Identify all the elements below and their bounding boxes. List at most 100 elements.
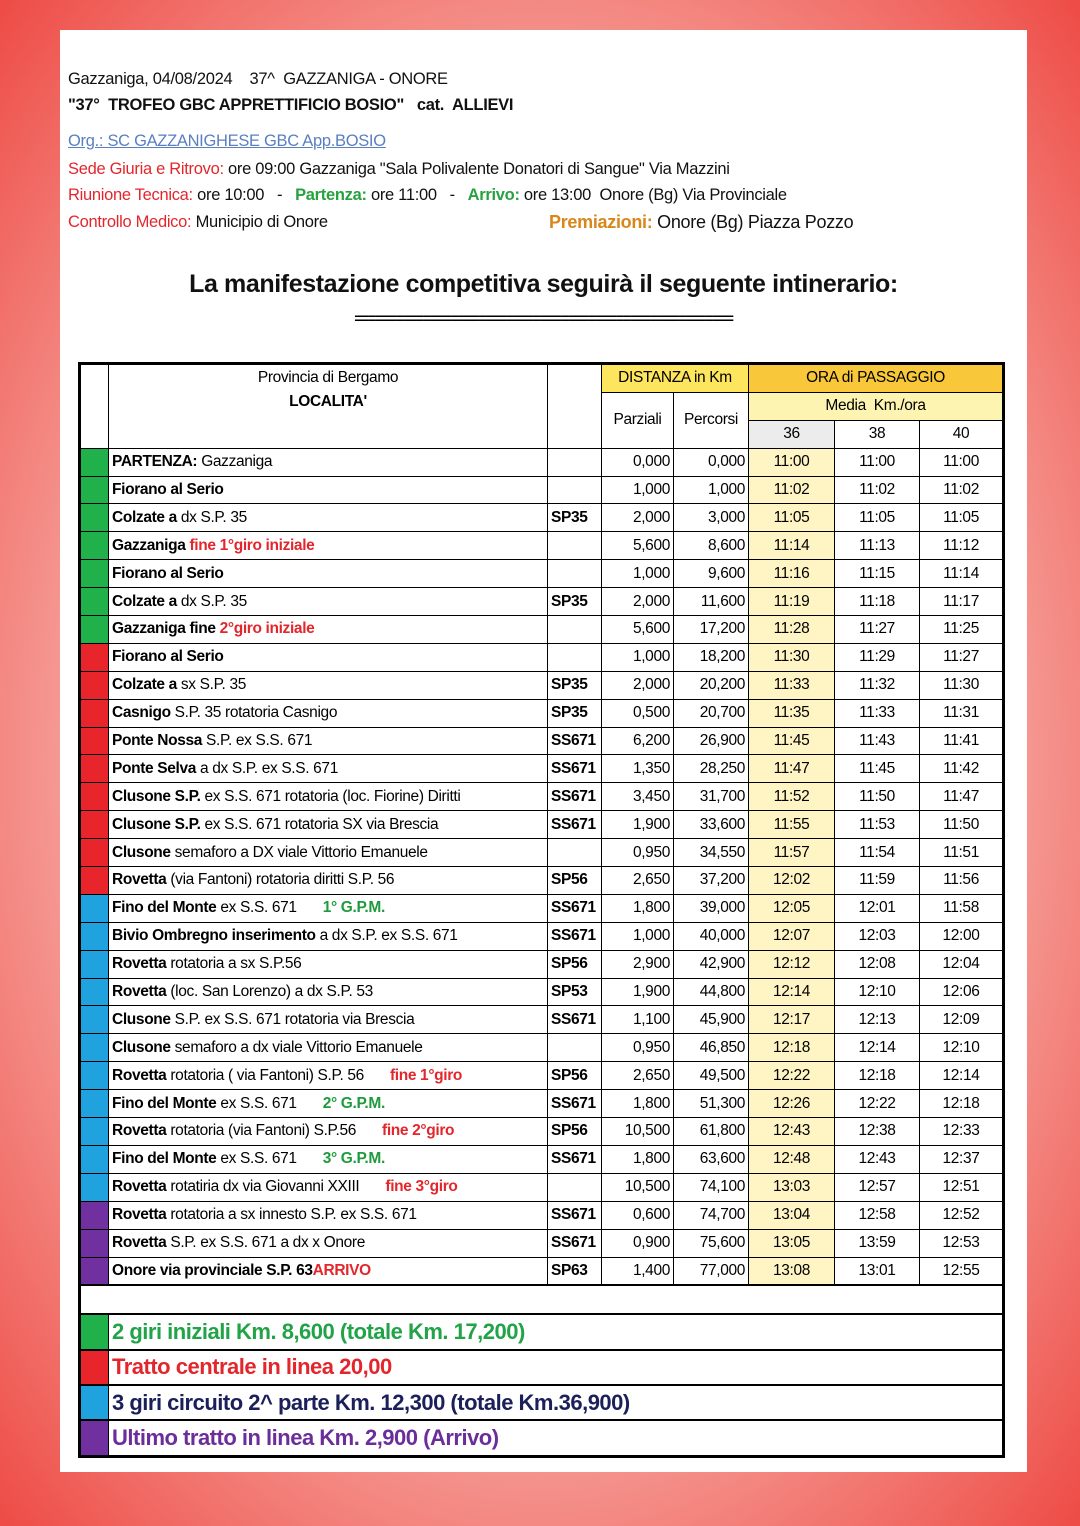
total-km: 17,200	[672, 615, 750, 644]
passage-time: 13:05	[748, 1228, 836, 1258]
place: Colzate a	[112, 508, 177, 526]
place: Rovetta	[112, 871, 167, 889]
passage-time: 11:33	[748, 670, 836, 700]
road-cell: SP56	[547, 866, 602, 895]
place: Rovetta	[112, 1234, 167, 1252]
note: fine 1°giro iniziale	[185, 536, 315, 554]
passage-time: 11:14	[748, 531, 836, 561]
band-cell	[79, 782, 109, 812]
description: ex S.S. 671	[216, 1094, 297, 1112]
passage-time: 11:51	[919, 838, 1005, 868]
location-cell: Clusone semaforo a dx viale Vittorio Ema…	[108, 1033, 548, 1063]
passage-time: 13:08	[748, 1256, 836, 1286]
description: ex S.S. 671	[216, 1150, 297, 1168]
passage-time: 12:33	[919, 1117, 1005, 1146]
partial-km: 0,600	[601, 1200, 674, 1230]
description: (loc. San Lorenzo) a dx S.P. 53	[166, 983, 373, 1001]
passage-time: 11:31	[919, 698, 1005, 728]
partial-km: 1,000	[601, 559, 674, 589]
total-km: 74,700	[672, 1200, 750, 1230]
location-cell: Casnigo S.P. 35 rotatoria Casnigo	[108, 698, 548, 728]
header-text: Provincia di Bergamo	[257, 369, 399, 386]
description: S.P. ex S.S. 671	[202, 732, 313, 750]
value: ore 11:00 -	[366, 186, 468, 204]
partial-km: 1,900	[601, 810, 674, 840]
description: S.P. ex S.S. 671 a dx x Onore	[166, 1234, 365, 1252]
description: rotatoria (via Fantoni) S.P.56	[166, 1122, 357, 1140]
location-cell: PARTENZA: Gazzaniga	[108, 447, 548, 477]
band-cell	[79, 1061, 109, 1091]
passage-time: 11:47	[919, 782, 1005, 812]
description: rotatoria a sx innesto S.P. ex S.S. 671	[166, 1206, 417, 1224]
description: (via Fantoni) rotatoria diritti S.P. 56	[166, 871, 395, 889]
location-cell: Rovetta (via Fantoni) rotatoria diritti …	[108, 866, 548, 895]
note: 2°giro iniziale	[215, 620, 315, 638]
summary-row: 3 giri circuito 2^ parte Km. 12,300 (tot…	[79, 1384, 1005, 1422]
route-row: Rovetta rotatoria a sx S.P.56 SP56 2,900 42…	[79, 949, 1005, 979]
route-row: Fiorano al Serio 1,000 18,200 11:30 11:29 11:…	[79, 642, 1005, 672]
partial-km: 0,500	[601, 698, 674, 728]
band-cell	[79, 1348, 109, 1387]
location-cell: Ponte Selva a dx S.P. ex S.S. 671	[108, 754, 548, 784]
total-km: 11,600	[672, 587, 750, 617]
description: ex S.S. 671	[216, 899, 297, 917]
partial-km: 2,000	[601, 503, 674, 533]
route-row: Fino del Monte ex S.S. 671 2° G.P.M. SS671…	[79, 1089, 1005, 1119]
route-row: Rovetta rotatoria (via Fantoni) S.P.56 fi…	[79, 1117, 1005, 1146]
passage-time: 11:33	[834, 698, 921, 728]
location-cell: Rovetta (loc. San Lorenzo) a dx S.P. 53	[108, 977, 548, 1007]
summary-text: 3 giri circuito 2^ parte Km. 12,300 (tot…	[107, 1384, 1005, 1422]
speed-header: 40	[919, 419, 1005, 449]
location-cell: Colzate a dx S.P. 35	[108, 503, 548, 533]
road-cell: SP56	[547, 1117, 602, 1146]
partial-km: 1,900	[601, 977, 674, 1007]
passage-time: 11:30	[919, 670, 1005, 700]
separator: ========================================…	[354, 310, 733, 326]
passage-time: 11:00	[919, 447, 1005, 477]
passage-time: 11:41	[919, 726, 1005, 756]
passage-time: 12:17	[748, 1005, 836, 1035]
note: 3° G.P.M.	[322, 1150, 386, 1168]
place: Fiorano al Serio	[112, 648, 224, 666]
description: S.P. 35 rotatoria Casnigo	[170, 704, 338, 722]
passage-time: 11:53	[834, 810, 921, 840]
passage-time: 12:00	[919, 921, 1005, 951]
partial-km: 1,400	[601, 1256, 674, 1286]
partial-km: 2,000	[601, 587, 674, 617]
location-cell: Rovetta rotatoria a sx innesto S.P. ex S…	[108, 1200, 548, 1230]
total-km: 74,100	[672, 1172, 750, 1202]
passage-time: 12:07	[748, 921, 836, 951]
passage-time: 11:45	[748, 726, 836, 756]
location-cell: Clusone semaforo a DX viale Vittorio Ema…	[108, 838, 548, 868]
passage-time: 11:00	[834, 447, 921, 477]
passage-time: 11:05	[748, 503, 836, 533]
passage-time: 11:27	[919, 642, 1005, 672]
info-line: Controllo Medico: Municipio di Onore	[68, 213, 328, 232]
place: Clusone	[112, 1010, 171, 1028]
partial-km: 5,600	[601, 615, 674, 644]
description: semaforo a dx viale Vittorio Emanuele	[170, 1038, 423, 1056]
route-row: Clusone S.P. ex S.S. 671 rotatoria (loc.…	[79, 782, 1005, 812]
description: semaforo a DX viale Vittorio Emanuele	[170, 843, 428, 861]
description: a dx S.P. ex S.S. 671	[315, 927, 458, 945]
value: ore 13:00 Onore (Bg) Via Provinciale	[519, 186, 787, 204]
route-row: Rovetta (loc. San Lorenzo) a dx S.P. 53 S…	[79, 977, 1005, 1007]
note: 1° G.P.M.	[322, 899, 386, 917]
road-cell: SS671	[547, 1005, 602, 1035]
road-cell	[547, 531, 602, 561]
description: ex S.S. 671 rotatoria (loc. Fiorine) Dir…	[200, 787, 461, 805]
band-cell	[79, 670, 109, 700]
location-cell: Rovetta rotatoria (via Fantoni) S.P.56 fi…	[108, 1117, 548, 1146]
total-km: 31,700	[672, 782, 750, 812]
band-cell	[79, 838, 109, 868]
passage-time: 12:48	[748, 1144, 836, 1174]
band-cell	[79, 447, 109, 477]
location-cell: Gazzaniga fine 2°giro iniziale	[108, 615, 548, 644]
total-km: 42,900	[672, 949, 750, 979]
partial-km: 2,000	[601, 670, 674, 700]
total-km: 28,250	[672, 754, 750, 784]
band-cell	[79, 810, 109, 840]
org-link[interactable]: Org.: SC GAZZANIGHESE GBC App.BOSIO	[68, 132, 386, 150]
passage-time: 11:05	[834, 503, 921, 533]
passage-time: 11:32	[834, 670, 921, 700]
